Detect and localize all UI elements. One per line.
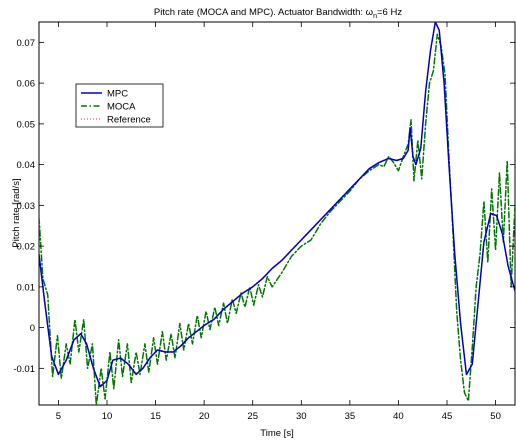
y-tick-label: 0.03 [17, 201, 36, 212]
y-tick-label: 0.06 [17, 79, 36, 90]
x-tick-label: 45 [442, 411, 453, 422]
x-axis-ticks: 5 10 15 20 25 30 35 40 45 50 [56, 22, 501, 422]
x-tick-label: 35 [345, 411, 356, 422]
series-layer [39, 22, 515, 405]
y-tick-label: 0.07 [17, 38, 36, 49]
legend-moca-label: MOCA [107, 102, 136, 113]
x-tick-label: 30 [296, 411, 307, 422]
y-tick-label: 0.05 [17, 119, 36, 130]
legend-reference-label: Reference [107, 115, 151, 126]
y-axis-ticks: -0.01 0 0.01 0.02 0.03 0.04 0.05 0.06 0.07 [13, 38, 515, 375]
y-tick-label: 0 [30, 323, 35, 334]
x-tick-label: 40 [393, 411, 404, 422]
y-tick-label: 0.04 [17, 160, 36, 171]
chart-title-omega: ω [366, 7, 374, 18]
y-tick-label: -0.01 [13, 364, 35, 375]
y-tick-label: 0.02 [17, 242, 36, 253]
x-tick-label: 10 [102, 411, 113, 422]
legend: MPC MOCA Reference [75, 83, 164, 128]
x-tick-label: 25 [247, 411, 258, 422]
x-tick-label: 5 [56, 411, 61, 422]
chart-title-suffix: =6 Hz [377, 7, 402, 18]
x-tick-label: 15 [150, 411, 161, 422]
chart-title: Pitch rate (MOCA and MPC). Actuator Band… [154, 7, 402, 20]
chart-title-subscript: n [373, 13, 377, 20]
x-tick-label: 20 [199, 411, 210, 422]
y-tick-label: 0.01 [17, 282, 36, 293]
x-tick-label: 50 [490, 411, 501, 422]
series-line-mpc [39, 22, 515, 388]
legend-mpc-label: MPC [107, 89, 128, 100]
y-axis-label: Pitch rate [rad/s] [11, 178, 22, 247]
chart-title-prefix: Pitch rate (MOCA and MPC). Actuator Band… [154, 7, 366, 18]
x-axis-label: Time [s] [260, 428, 293, 439]
